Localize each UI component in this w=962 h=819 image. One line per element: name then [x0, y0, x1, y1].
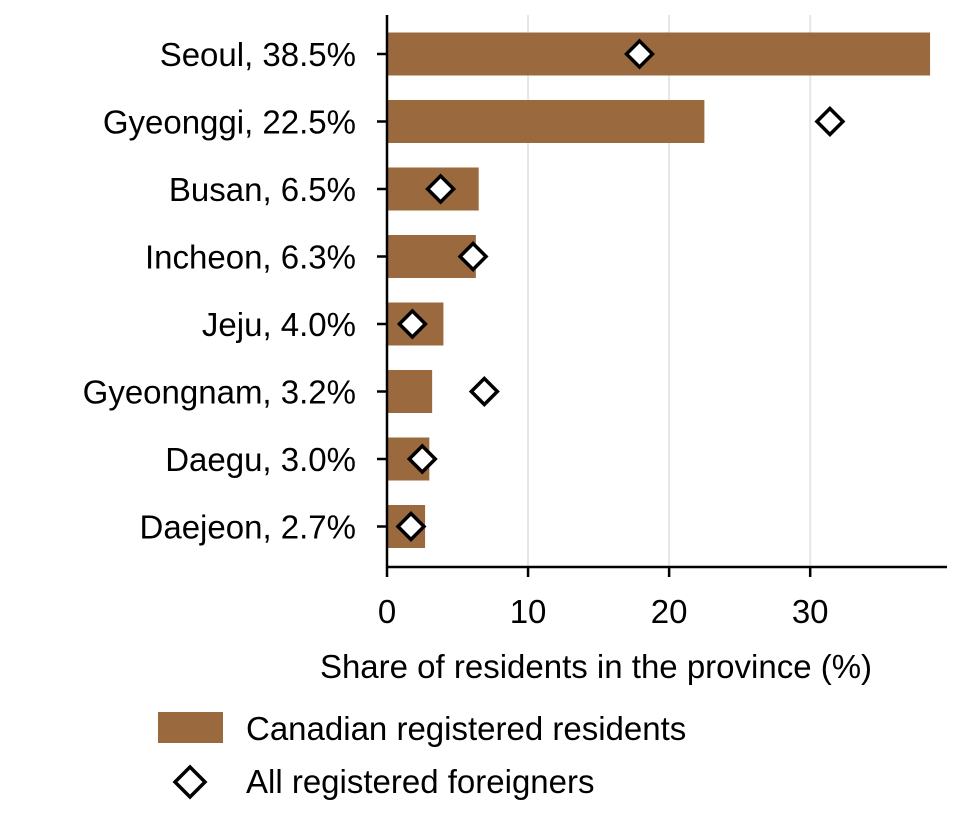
marker-7: [395, 511, 427, 542]
x-tick-labels: 0 10 20 30: [378, 593, 829, 630]
axes: [377, 15, 947, 577]
bar-5: [387, 370, 433, 413]
x-axis-title: Share of residents in the province (%): [320, 648, 872, 685]
bar-0: [387, 32, 931, 76]
legend-label-bar: Canadian registered residents: [246, 710, 686, 747]
marker-0: [624, 38, 655, 70]
y-tick-label-7: Daejeon, 2.7%: [140, 509, 356, 546]
markers: [395, 38, 846, 542]
x-tick-label-2: 20: [651, 593, 688, 630]
marker-1: [814, 106, 846, 137]
y-tick-label-0: Seoul, 38.5%: [160, 36, 356, 73]
x-tick-label-3: 30: [792, 593, 829, 630]
marker-3: [457, 241, 489, 272]
y-tick-label-2: Busan, 6.5%: [169, 171, 356, 208]
marker-4: [396, 308, 428, 340]
gridlines: [527, 15, 812, 567]
x-tick-label-1: 10: [510, 593, 547, 630]
y-tick-label-5: Gyeongnam, 3.2%: [83, 374, 356, 411]
y-tick-labels: Seoul, 38.5% Gyeonggi, 22.5% Busan, 6.5% In…: [83, 36, 356, 546]
y-tick-label-3: Incheon, 6.3%: [145, 239, 356, 276]
bars: [387, 32, 931, 548]
marker-5: [468, 376, 500, 407]
legend-swatch-bar: [158, 712, 223, 743]
y-tick-label-1: Gyeonggi, 22.5%: [103, 104, 356, 141]
marker-6: [406, 443, 438, 475]
y-tick-label-4: Jeju, 4.0%: [202, 306, 356, 343]
legend-swatch-diamond: [172, 764, 208, 800]
legend: Canadian registered residents All regist…: [158, 710, 686, 800]
y-tick-label-6: Daegu, 3.0%: [165, 441, 356, 478]
x-tick-label-0: 0: [378, 593, 396, 630]
bar-1: [387, 100, 705, 143]
marker-2: [425, 173, 457, 205]
legend-label-diamond: All registered foreigners: [246, 763, 595, 800]
